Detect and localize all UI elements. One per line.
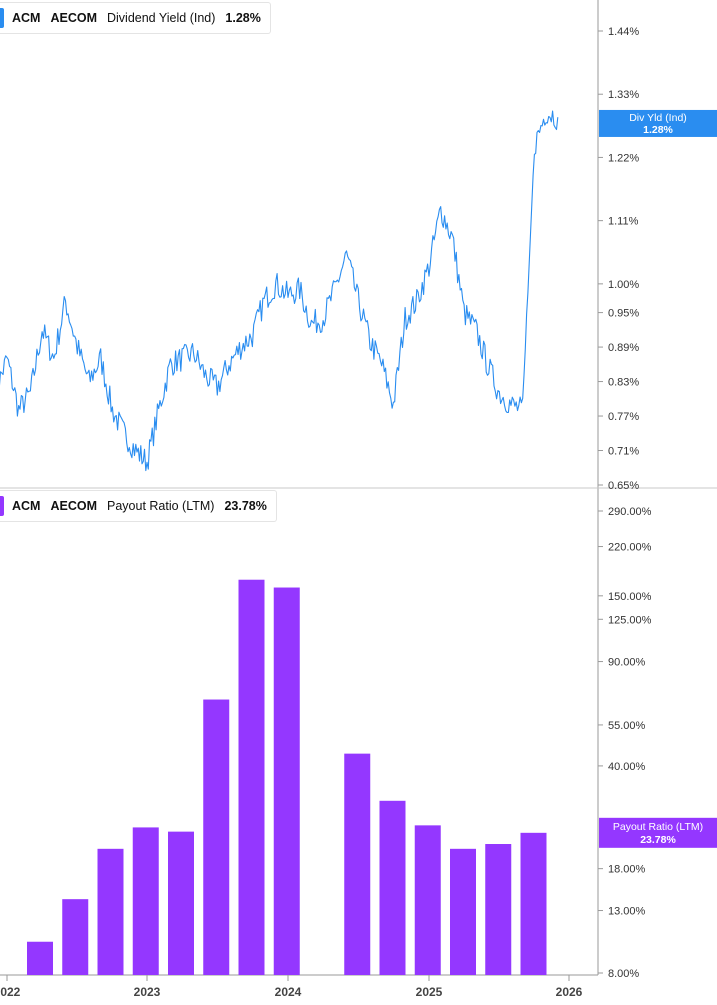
- payout-ratio-bar: [485, 844, 512, 975]
- y-tick-label: 125.00%: [608, 614, 652, 626]
- x-tick-label: 2023: [134, 985, 161, 999]
- y-tick-label: 18.00%: [608, 864, 646, 876]
- y-tick-label: 55.00%: [608, 720, 646, 732]
- dividend-yield-line: [0, 110, 559, 472]
- x-tick-label: 2025: [416, 985, 443, 999]
- dividend-yield-badge-value: 1.28%: [643, 124, 673, 136]
- payout-ratio-bar: [414, 825, 441, 975]
- payout-ratio-bar: [27, 941, 53, 975]
- legend-company: AECOM: [50, 11, 97, 25]
- y-tick-label: 0.77%: [608, 411, 639, 423]
- y-tick-label: 40.00%: [608, 761, 646, 773]
- legend-value: 1.28%: [225, 11, 261, 25]
- payout-ratio-badge-value: 23.78%: [640, 834, 676, 846]
- payout-ratio-bar: [520, 832, 547, 975]
- payout-ratio-bar: [97, 848, 124, 975]
- y-tick-label: 1.33%: [608, 89, 639, 101]
- payout-ratio-badge-label: Payout Ratio (LTM): [613, 821, 703, 833]
- payout-ratio-bar: [344, 753, 371, 975]
- y-tick-label: 0.95%: [608, 308, 639, 320]
- legend-metric: Payout Ratio (LTM): [107, 499, 215, 513]
- payout-ratio-bar: [379, 800, 406, 975]
- y-tick-label: 1.00%: [608, 279, 639, 291]
- y-tick-label: 0.71%: [608, 446, 639, 458]
- legend-company: AECOM: [50, 499, 97, 513]
- y-tick-label: 0.65%: [608, 480, 639, 492]
- y-tick-label: 0.89%: [608, 342, 639, 354]
- dividend-yield-badge-label: Div Yld (Ind): [629, 112, 687, 124]
- payout-ratio-bar: [168, 831, 194, 975]
- x-tick-label: 2024: [275, 985, 302, 999]
- payout-ratio-badge: [599, 817, 717, 848]
- y-tick-label: 1.44%: [608, 26, 639, 38]
- payout-ratio-bar: [273, 587, 300, 975]
- dividend-yield-badge: [599, 109, 717, 137]
- dividend-yield-swatch: [0, 8, 4, 28]
- y-tick-label: 1.11%: [608, 216, 639, 228]
- y-tick-label: 150.00%: [608, 591, 652, 603]
- payout-ratio-bar: [62, 899, 89, 975]
- y-tick-label: 90.00%: [608, 657, 646, 669]
- payout-ratio-legend[interactable]: ACM AECOM Payout Ratio (LTM) 23.78%: [0, 490, 277, 522]
- x-tick-label: 2022: [0, 985, 21, 999]
- x-tick-label: 2026: [556, 985, 583, 999]
- y-tick-label: 13.00%: [608, 906, 646, 918]
- legend-ticker: ACM: [12, 11, 41, 25]
- y-tick-label: 220.00%: [608, 542, 652, 554]
- dividend-yield-legend[interactable]: ACM AECOM Dividend Yield (Ind) 1.28%: [0, 2, 271, 34]
- payout-ratio-bar: [238, 579, 265, 975]
- payout-ratio-bar: [203, 699, 230, 975]
- y-tick-label: 8.00%: [608, 968, 639, 980]
- payout-ratio-bar: [450, 848, 476, 975]
- y-tick-label: 1.22%: [608, 152, 639, 164]
- y-tick-label: 290.00%: [608, 506, 652, 518]
- payout-ratio-bar: [132, 827, 159, 975]
- y-tick-label: 0.83%: [608, 377, 639, 389]
- legend-ticker: ACM: [12, 499, 41, 513]
- legend-metric: Dividend Yield (Ind): [107, 11, 216, 25]
- legend-value: 23.78%: [224, 499, 267, 513]
- payout-ratio-swatch: [0, 496, 4, 516]
